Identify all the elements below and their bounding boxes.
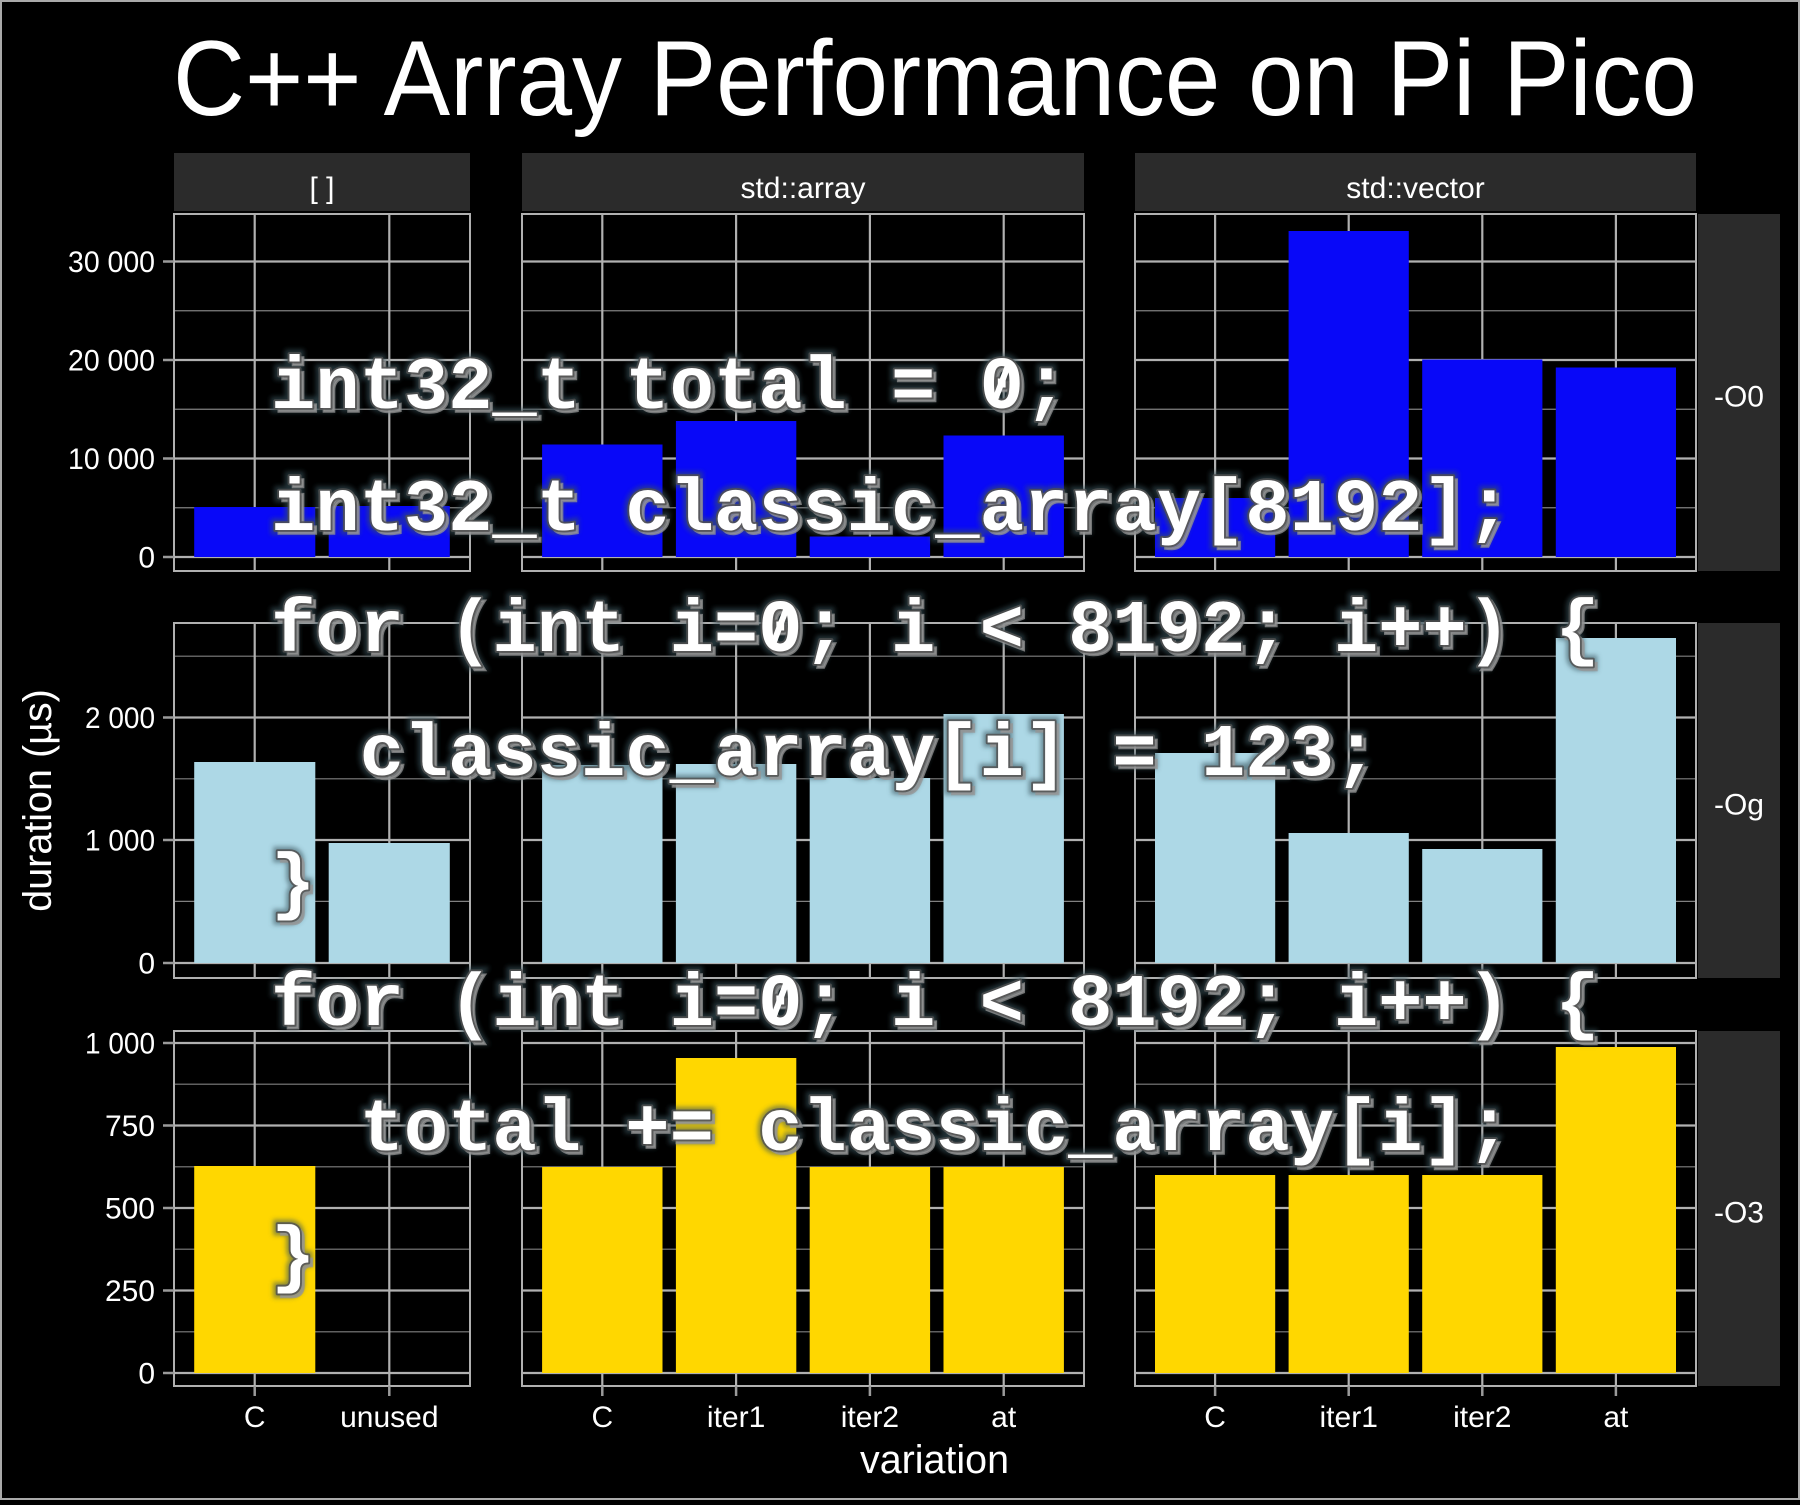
svg-text:int32_t classic_array[8192];: int32_t classic_array[8192]; <box>271 470 1511 553</box>
svg-text:2 000: 2 000 <box>85 702 155 735</box>
svg-text:C++ Array Performance on Pi Pi: C++ Array Performance on Pi Pico <box>173 18 1697 138</box>
svg-text:classic_array[i] = 123;: classic_array[i] = 123; <box>271 715 1378 798</box>
svg-text:0: 0 <box>138 1358 155 1391</box>
svg-text:for (int i=0; i < 8192; i++) {: for (int i=0; i < 8192; i++) { <box>271 591 1600 674</box>
svg-text:}: } <box>271 1218 315 1301</box>
svg-text:for (int i=0; i < 8192; i++) {: for (int i=0; i < 8192; i++) { <box>275 595 1604 678</box>
svg-text:}: } <box>271 845 315 928</box>
svg-text:[ ]: [ ] <box>309 172 334 205</box>
svg-text:1 000: 1 000 <box>85 1028 155 1061</box>
svg-text:}: } <box>271 845 315 928</box>
svg-text:int32_t total = 0;: int32_t total = 0; <box>271 348 1068 431</box>
svg-text:C: C <box>591 1401 613 1434</box>
svg-text:0: 0 <box>138 948 155 981</box>
svg-text:30 000: 30 000 <box>68 246 155 279</box>
svg-text:0: 0 <box>138 542 155 575</box>
svg-text:duration (µs): duration (µs) <box>16 689 60 912</box>
svg-text:-Og: -Og <box>1714 789 1764 822</box>
svg-text:total += classic_array[i];: total += classic_array[i]; <box>271 1090 1511 1173</box>
svg-text:}: } <box>275 1222 319 1305</box>
svg-text:int32_t classic_array[8192];: int32_t classic_array[8192]; <box>275 474 1515 557</box>
svg-text:250: 250 <box>105 1275 155 1308</box>
svg-text:at: at <box>991 1401 1017 1434</box>
svg-text:iter2: iter2 <box>1453 1401 1511 1434</box>
svg-text:for (int i=0; i < 8192; i++) {: for (int i=0; i < 8192; i++) { <box>271 591 1600 674</box>
svg-text:total += classic_array[i];: total += classic_array[i]; <box>271 1090 1511 1173</box>
svg-text:int32_t classic_array[8192];: int32_t classic_array[8192]; <box>271 470 1511 553</box>
svg-text:1 000: 1 000 <box>85 825 155 858</box>
svg-text:C: C <box>244 1401 266 1434</box>
svg-text:iter2: iter2 <box>841 1401 899 1434</box>
svg-text:classic_array[i] = 123;: classic_array[i] = 123; <box>275 719 1382 802</box>
svg-text:for (int i=0; i < 8192; i++) {: for (int i=0; i < 8192; i++) { <box>271 965 1600 1048</box>
svg-text:iter1: iter1 <box>1320 1401 1378 1434</box>
svg-text:for (int i=0; i < 8192; i++) {: for (int i=0; i < 8192; i++) { <box>271 965 1600 1048</box>
svg-text:20 000: 20 000 <box>68 345 155 378</box>
svg-text:std::array: std::array <box>740 172 865 205</box>
svg-text:}: } <box>275 849 319 932</box>
svg-text:iter1: iter1 <box>707 1401 765 1434</box>
svg-text:int32_t total = 0;: int32_t total = 0; <box>271 348 1068 431</box>
svg-text:500: 500 <box>105 1193 155 1226</box>
svg-text:classic_array[i] = 123;: classic_array[i] = 123; <box>271 715 1378 798</box>
svg-text:total += classic_array[i];: total += classic_array[i]; <box>275 1094 1515 1177</box>
svg-text:C: C <box>1204 1401 1226 1434</box>
svg-text:10 000: 10 000 <box>68 443 155 476</box>
svg-text:std::vector: std::vector <box>1346 172 1484 205</box>
svg-text:at: at <box>1603 1401 1629 1434</box>
svg-text:variation: variation <box>860 1438 1009 1482</box>
svg-text:unused: unused <box>340 1401 438 1434</box>
svg-text:int32_t total = 0;: int32_t total = 0; <box>275 352 1072 435</box>
svg-text:750: 750 <box>105 1110 155 1143</box>
svg-text:}: } <box>271 1218 315 1301</box>
svg-text:-O3: -O3 <box>1714 1197 1764 1230</box>
svg-text:-O0: -O0 <box>1714 381 1764 414</box>
svg-text:for (int i=0; i < 8192; i++) {: for (int i=0; i < 8192; i++) { <box>275 969 1604 1052</box>
